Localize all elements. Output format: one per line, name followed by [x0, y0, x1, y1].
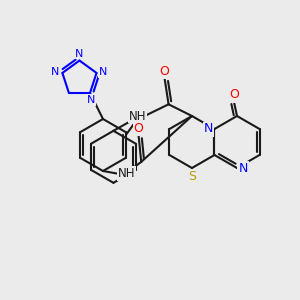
- Text: N: N: [99, 67, 108, 77]
- Text: O: O: [160, 65, 170, 78]
- Text: N: N: [87, 95, 95, 105]
- Text: N: N: [75, 49, 84, 58]
- Text: O: O: [134, 122, 144, 135]
- Text: NH: NH: [118, 167, 135, 180]
- Text: NH: NH: [129, 110, 146, 122]
- Text: N: N: [51, 67, 60, 77]
- Text: N: N: [204, 122, 213, 136]
- Text: O: O: [229, 88, 239, 101]
- Text: N: N: [238, 161, 248, 175]
- Text: S: S: [188, 169, 196, 182]
